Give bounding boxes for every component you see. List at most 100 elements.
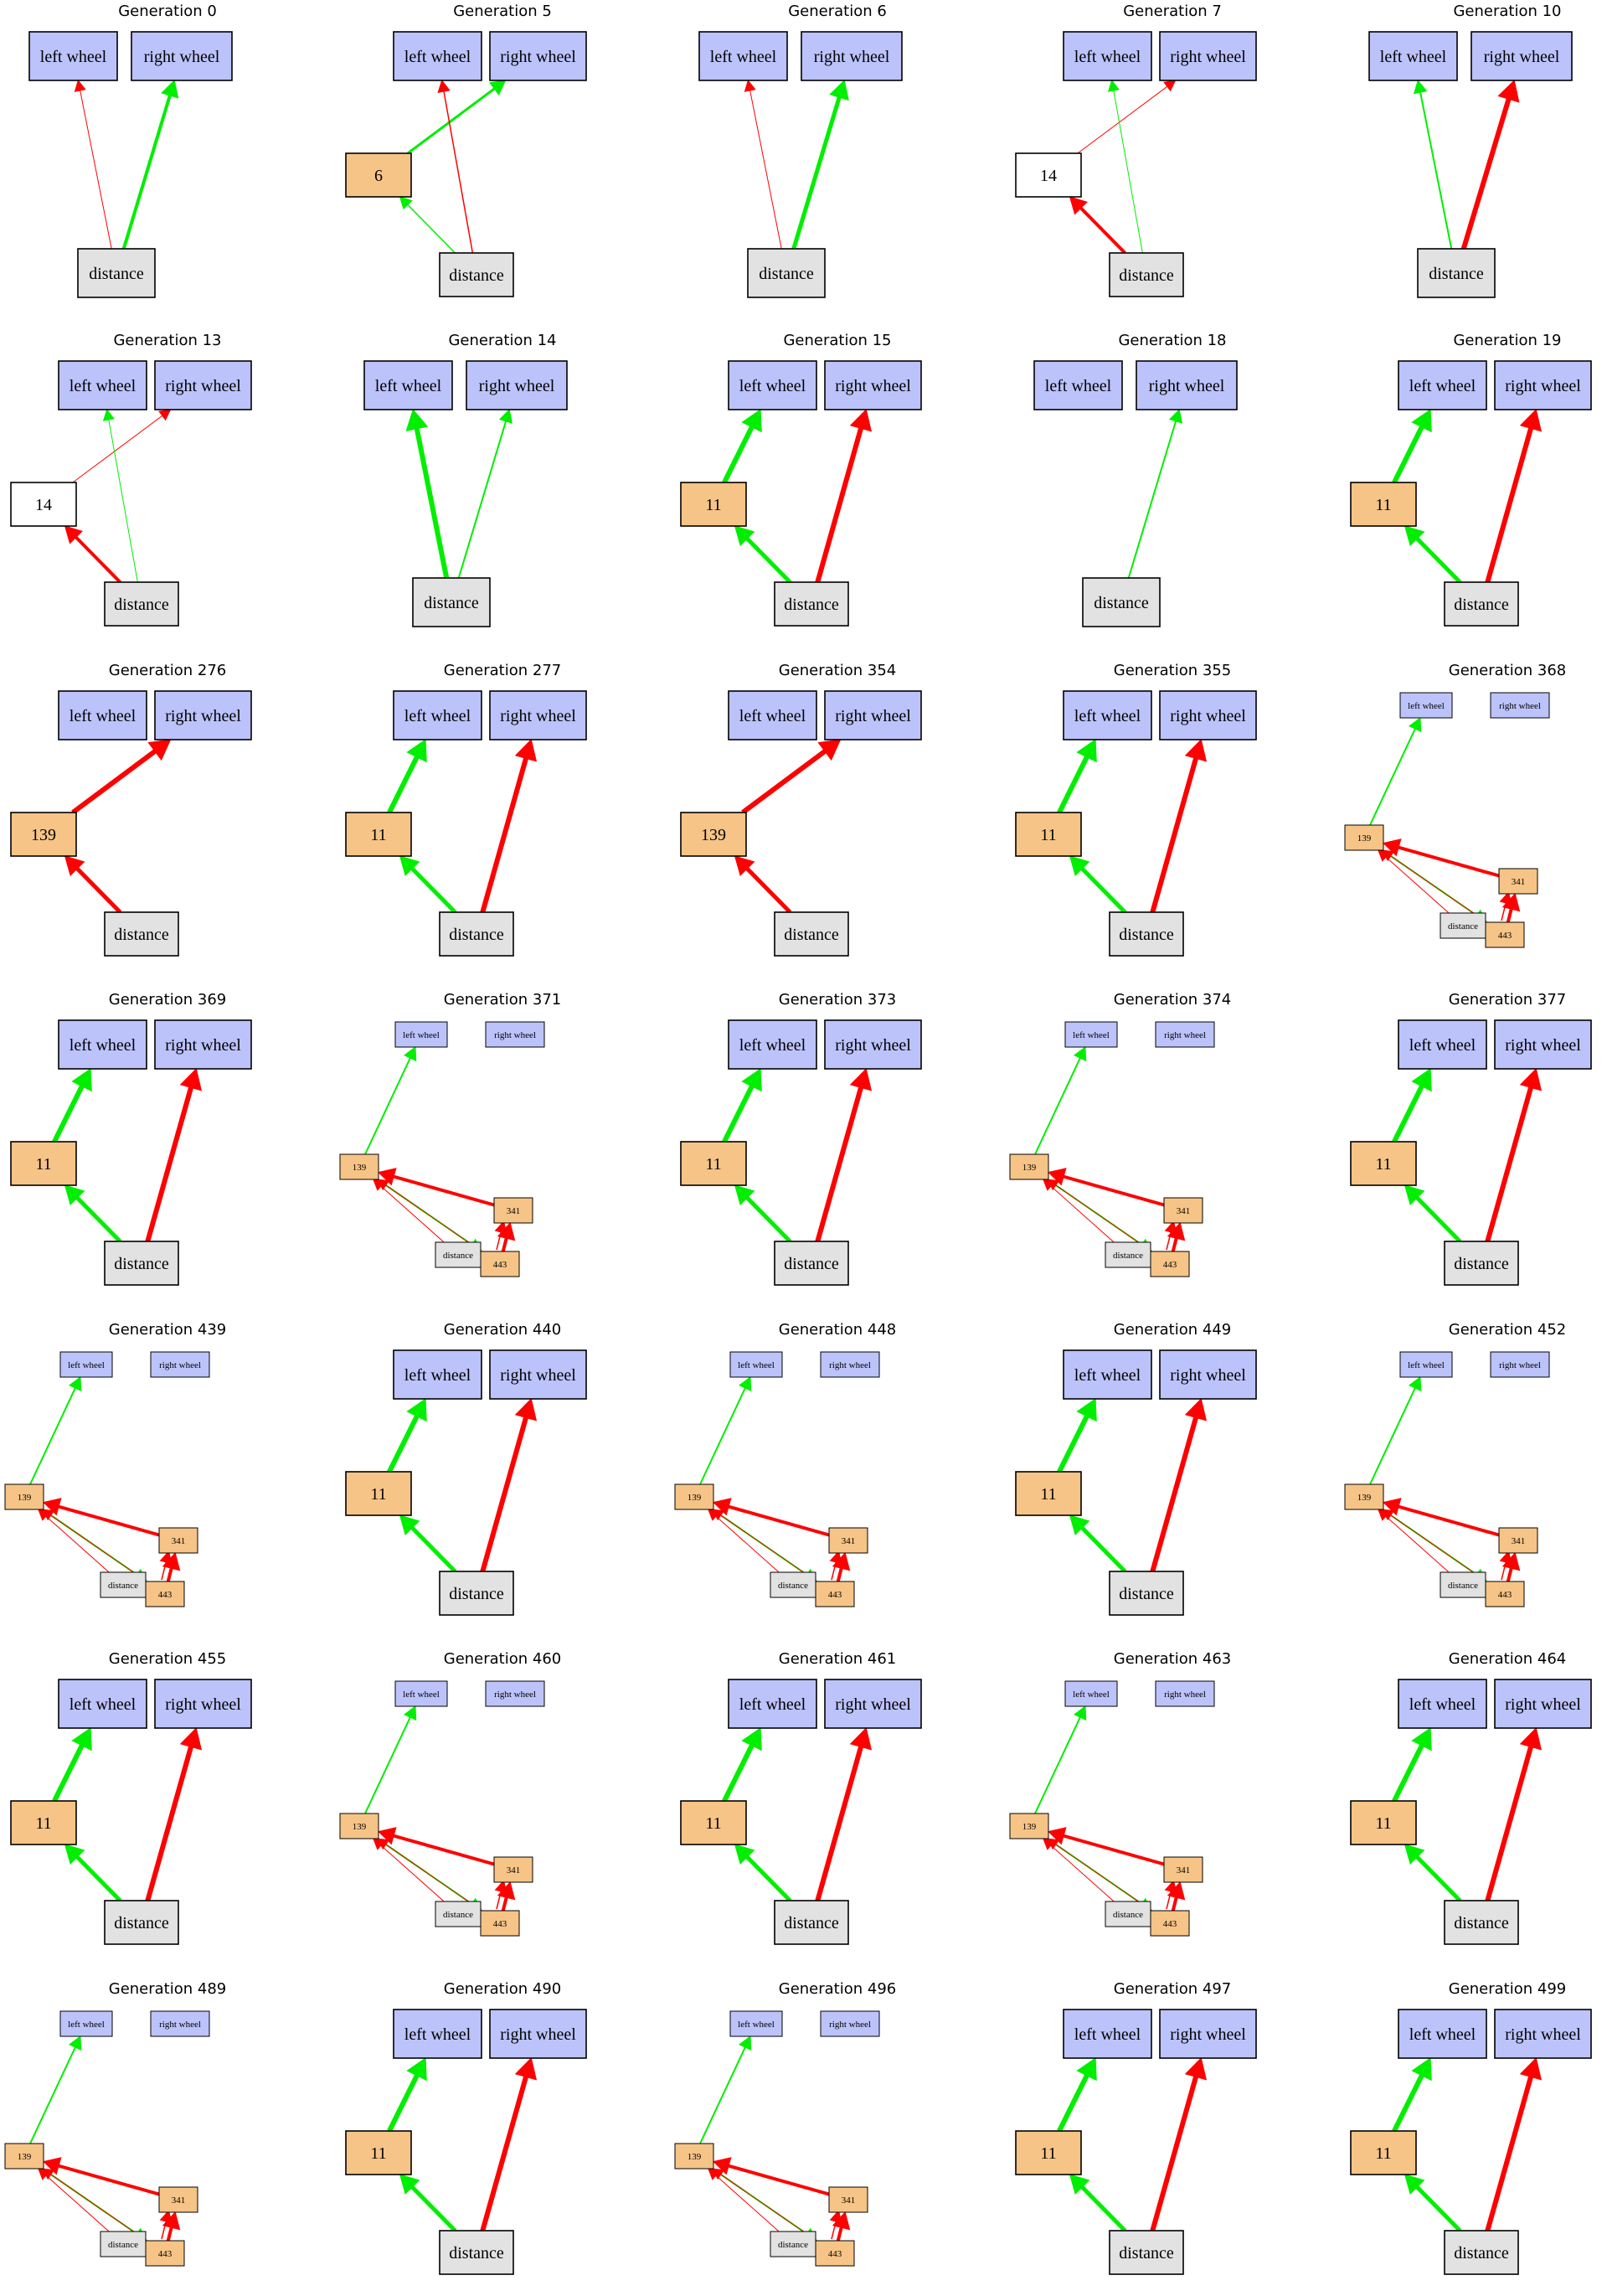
connection-edge-arrowhead (829, 2210, 842, 2224)
right-wheel-node: right wheel (154, 1679, 252, 1729)
connection-edge-arrowhead (739, 2035, 752, 2051)
generation-panel: Generation 374 left wheel right wheel 139 34… (1005, 988, 1340, 1307)
connection-edge (815, 1746, 863, 1901)
network-diagram: left wheel right wheel distance (363, 360, 568, 627)
panel-title: Generation 355 (1113, 662, 1232, 679)
hidden-node: 11 (345, 2130, 412, 2175)
hidden-node: 11 (345, 1471, 412, 1516)
distance-node-label: distance (449, 1585, 504, 1603)
distance-node: distance (747, 248, 826, 298)
right-wheel-node: right wheel (131, 31, 233, 81)
connection-edge-arrowhead (159, 1550, 173, 1565)
distance-node-label: distance (114, 1255, 169, 1273)
hidden-node: 11 (1350, 1141, 1417, 1186)
hidden-node-label: 11 (705, 496, 721, 514)
hidden-node: 11 (1015, 812, 1082, 857)
connection-edge (457, 421, 507, 579)
hidden-node-label: 443 (493, 1260, 507, 1270)
panel-title: Generation 464 (1448, 1650, 1567, 1668)
panel-title: Generation 18 (1118, 332, 1227, 349)
connection-edge (1390, 1514, 1487, 1582)
hidden-node-label: 11 (1040, 826, 1056, 844)
connection-edge-arrowhead (1519, 1727, 1543, 1751)
left-wheel-node: left wheel (728, 1679, 817, 1729)
right-wheel-node: right wheel (466, 360, 568, 410)
hidden-node-label: 11 (705, 1155, 721, 1174)
network-diagram: left wheel right wheel 11 distance (680, 1019, 922, 1286)
connection-edge-arrowhead (161, 79, 179, 99)
connection-edge (831, 2221, 837, 2240)
panel-title: Generation 448 (778, 1321, 897, 1339)
right-wheel-node: right wheel (1159, 1349, 1257, 1400)
left-wheel-node-label: left wheel (739, 1036, 806, 1055)
connection-edge (745, 537, 792, 584)
connection-edge (1506, 908, 1513, 923)
connection-edge (1390, 855, 1487, 923)
network-diagram: left wheel right wheel 139 341 distance 443 (339, 1680, 545, 1937)
right-wheel-node-label: right wheel (165, 707, 241, 725)
generation-panel: Generation 354 left wheel right wheel 139 di… (670, 659, 1005, 978)
hidden-node: 139 (680, 812, 747, 857)
right-wheel-node: right wheel (1159, 2009, 1257, 2059)
left-wheel-node-label: left wheel (739, 707, 806, 725)
panel-title: Generation 276 (108, 662, 227, 679)
hidden-node-label: 139 (1022, 1822, 1037, 1832)
distance-node: distance (439, 252, 514, 297)
panel-title: Generation 490 (443, 1980, 562, 1998)
network-diagram: left wheel right wheel 139 341 distance 443 (1344, 1351, 1550, 1607)
panel-title: Generation 460 (443, 1650, 562, 1668)
connection-edge-arrowhead (741, 1068, 762, 1092)
connection-edge-arrowhead (712, 1498, 732, 1516)
left-wheel-node-label: left wheel (1073, 1690, 1110, 1700)
connection-edge (145, 1086, 193, 1242)
distance-node-label: distance (114, 1914, 169, 1932)
connection-edge (72, 415, 163, 483)
panel-title: Generation 15 (783, 332, 892, 349)
left-wheel-node-label: left wheel (1409, 377, 1476, 395)
left-wheel-node-label: left wheel (68, 1360, 105, 1370)
connection-edge-arrowhead (498, 408, 513, 424)
right-wheel-node-label: right wheel (1505, 1695, 1581, 1714)
connection-edge (29, 1387, 76, 1485)
network-diagram: left wheel right wheel 11 distance (1350, 360, 1592, 627)
connection-edge-arrowhead (64, 1844, 85, 1865)
connection-edge (443, 90, 474, 254)
hidden-node-label: 139 (688, 1493, 702, 1503)
network-diagram: left wheel right wheel 139 341 distance 443 (339, 1021, 545, 1277)
connection-edge (749, 90, 782, 250)
connection-edge (387, 1415, 420, 1473)
connection-edge (741, 749, 827, 815)
distance-node: distance (439, 1571, 514, 1616)
left-wheel-node-label: left wheel (739, 1695, 806, 1714)
network-diagram: left wheel right wheel 11 distance (345, 1349, 587, 1616)
connection-edge (45, 1515, 110, 1573)
hidden-node: 139 (674, 1483, 714, 1510)
connection-edge-arrowhead (42, 1498, 62, 1516)
hidden-node-label: 139 (18, 2152, 32, 2162)
left-wheel-node: left wheel (58, 1679, 147, 1729)
left-wheel-node-label: left wheel (404, 1366, 471, 1385)
panel-title: Generation 5 (453, 3, 552, 20)
connection-edge (75, 867, 122, 914)
hidden-node: 341 (1163, 1197, 1203, 1224)
connection-edge-arrowhead (711, 2168, 725, 2180)
connection-edge (745, 1196, 792, 1243)
generation-panel: Generation 377 left wheel right wheel 11 dis… (1340, 988, 1607, 1307)
right-wheel-node-label: right wheel (165, 1695, 241, 1714)
distance-node: distance (100, 2231, 147, 2257)
network-diagram: left wheel right wheel 11 distance (1015, 2009, 1257, 2275)
connection-edge-arrowhead (1404, 525, 1425, 546)
connection-edge (75, 1855, 122, 1902)
right-wheel-node-label: right wheel (1170, 2025, 1246, 2044)
left-wheel-node-label: left wheel (70, 707, 136, 725)
connection-edge (50, 1514, 147, 1582)
right-wheel-node-label: right wheel (1170, 1366, 1246, 1385)
hidden-node-label: 139 (1357, 1493, 1372, 1503)
hidden-node: 341 (158, 2186, 198, 2213)
connection-edge-arrowhead (1076, 739, 1097, 763)
connection-edge-arrowhead (734, 855, 755, 876)
left-wheel-node: left wheel (1398, 2009, 1487, 2059)
right-wheel-node-label: right wheel (494, 1690, 536, 1700)
hidden-node-label: 11 (1375, 2144, 1391, 2163)
